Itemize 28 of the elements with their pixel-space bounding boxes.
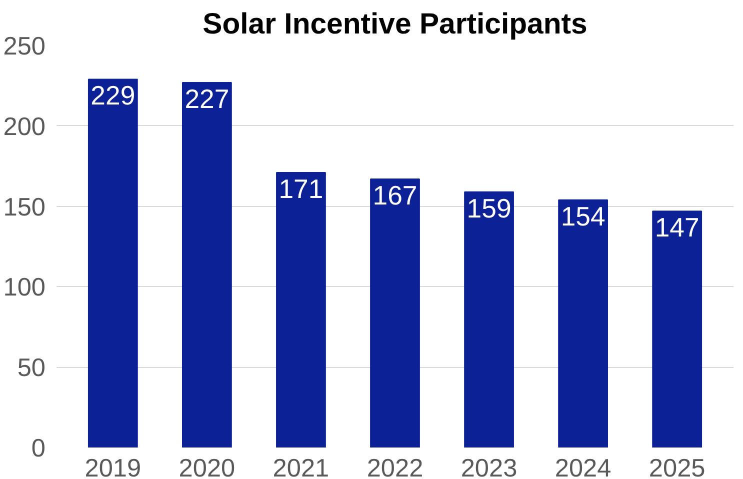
y-tick-label: 200 (3, 112, 46, 141)
bar (370, 178, 420, 448)
y-tick-label: 100 (3, 274, 46, 302)
data-label: 154 (560, 201, 606, 232)
x-tick-label: 2024 (554, 454, 612, 479)
x-tick-label: 2022 (366, 454, 424, 479)
bar (182, 82, 232, 448)
y-tick-label: 0 (31, 434, 46, 462)
y-tick-label: 50 (17, 354, 46, 382)
data-label: 227 (184, 84, 230, 114)
y-tick-label: 250 (3, 32, 46, 60)
x-tick-label: 2020 (178, 454, 236, 479)
x-tick-label: 2025 (648, 454, 706, 479)
x-tick-label: 2021 (272, 454, 330, 479)
data-label: 229 (90, 80, 136, 111)
data-label: 159 (466, 193, 512, 224)
bar (276, 172, 326, 448)
y-tick-label: 150 (3, 193, 46, 222)
data-label: 171 (278, 174, 324, 204)
chart-title: Solar Incentive Participants (202, 8, 588, 40)
data-label: 167 (372, 180, 418, 210)
data-label: 147 (654, 212, 700, 243)
bar (558, 199, 608, 448)
bar (652, 210, 702, 448)
x-tick-label: 2019 (84, 454, 142, 479)
bar (88, 78, 138, 448)
x-tick-label: 2023 (460, 454, 518, 479)
bar (464, 191, 514, 448)
